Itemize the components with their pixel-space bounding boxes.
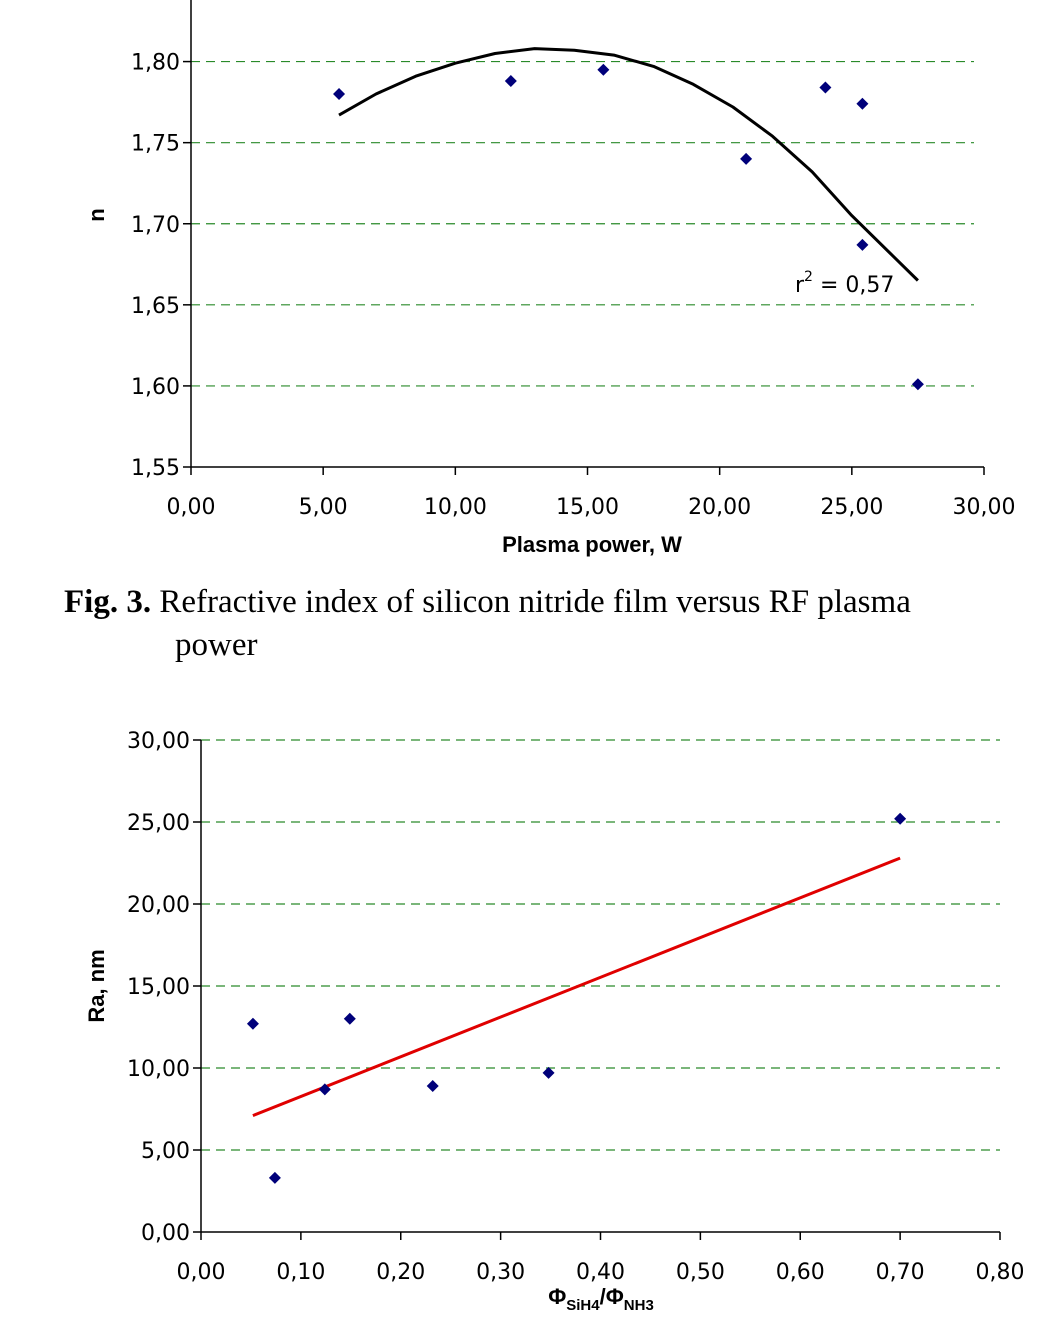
data-point [740,152,753,165]
x-tick-label: 0,00 [167,495,216,520]
trend-curve [338,47,919,282]
y-tick-label: 1,75 [131,132,180,157]
data-point [856,238,869,251]
data-points [333,63,924,391]
y-tick-label: 1,65 [131,294,180,319]
y-tick-label: 10,00 [127,1057,190,1082]
y-tick-label: 1,60 [131,375,180,400]
y-axis-label: n [84,208,109,221]
grid-lines [201,739,1000,1151]
x-tick-label: 0,40 [576,1260,625,1285]
data-point [333,88,346,101]
data-point [246,1017,259,1030]
data-points [246,812,907,1184]
y-tick-label: 1,55 [131,456,180,481]
x-tick-label: 10,00 [424,495,487,520]
x-tick-label: 0,20 [376,1260,425,1285]
y-tick-label: 15,00 [127,975,190,1000]
x-tick-label: 15,00 [556,495,619,520]
r-squared-annotation: r2 = 0,57 [795,269,894,298]
data-point [504,75,517,88]
x-tick-label: 0,00 [177,1260,226,1285]
data-point [426,1080,439,1093]
x-axis-ticks: 0,00 0,10 0,20 0,30 0,40 0,50 0,60 0,70 0,80 [177,1232,1025,1285]
x-tick-label: 0,60 [776,1260,825,1285]
data-point [856,97,869,110]
x-axis-label: ΦSiH4/ΦNH3 [548,1284,654,1314]
data-point [819,81,832,94]
figure-caption: Fig. 3. Refractive index of silicon nitr… [64,584,911,620]
x-axis-label: Plasma power, W [502,532,682,557]
y-axis-ticks: 1,55 1,60 1,65 1,70 1,75 1,80 [131,51,191,481]
x-tick-label: 5,00 [299,495,348,520]
y-tick-label: 5,00 [141,1139,190,1164]
y-tick-label: 30,00 [127,729,190,754]
x-tick-label: 0,80 [976,1260,1025,1285]
data-point [597,63,610,76]
figure-caption-line2: power [175,627,257,663]
y-tick-label: 25,00 [127,811,190,836]
y-tick-label: 0,00 [141,1221,190,1246]
x-tick-label: 30,00 [953,495,1016,520]
trend-line [252,856,901,1117]
x-axis-ticks: 0,00 5,00 10,00 15,00 20,00 25,00 30,00 [167,467,1016,520]
y-tick-label: 1,80 [131,51,180,76]
x-tick-label: 25,00 [820,495,883,520]
grid-lines [191,60,974,387]
y-tick-label: 20,00 [127,893,190,918]
data-point [318,1083,331,1096]
x-tick-label: 20,00 [688,495,751,520]
data-point [542,1066,555,1079]
data-point [268,1171,281,1184]
y-axis-ticks: 0,00 5,00 10,00 15,00 20,00 25,00 30,00 [127,729,201,1246]
data-point [894,812,907,825]
y-tick-label: 1,70 [131,213,180,238]
y-axis-label: Ra, nm [84,949,109,1022]
chart-refractive-index: 0,00 5,00 10,00 15,00 20,00 25,00 30,00 1,551,… [64,0,1016,663]
x-tick-label: 0,10 [276,1260,325,1285]
data-point [343,1012,356,1025]
x-tick-label: 0,30 [476,1260,525,1285]
x-tick-label: 0,70 [876,1260,925,1285]
x-tick-label: 0,50 [676,1260,725,1285]
data-point [911,378,924,391]
